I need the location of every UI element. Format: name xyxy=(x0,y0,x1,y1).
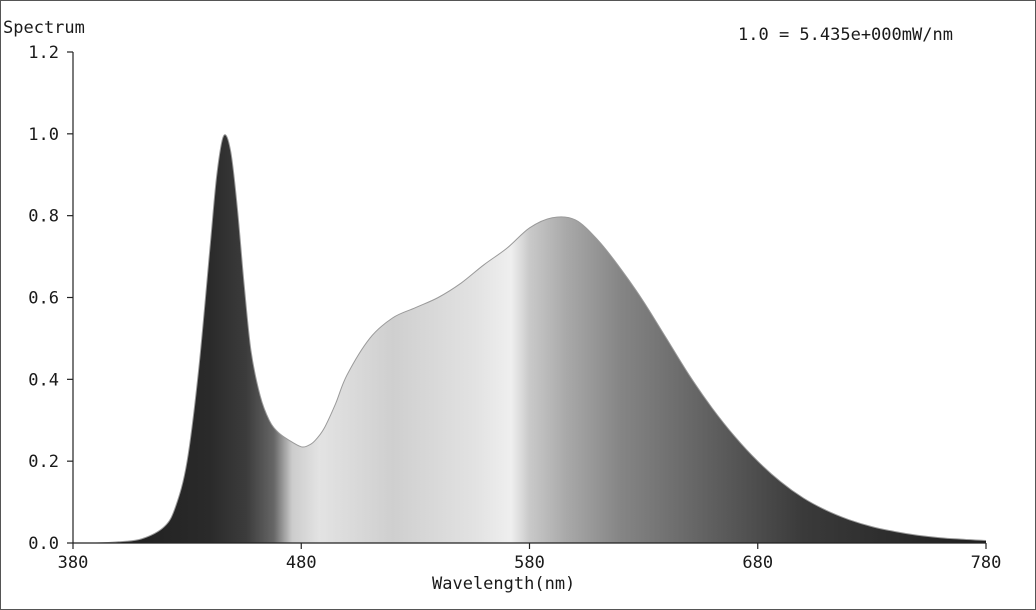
y-tick-label: 0.2 xyxy=(28,452,59,472)
y-tick-label: 0.0 xyxy=(28,534,59,554)
x-tick-label: 580 xyxy=(514,553,545,573)
x-tick-label: 480 xyxy=(286,553,317,573)
spectrum-area xyxy=(73,134,986,543)
x-axis-label: Wavelength(nm) xyxy=(432,574,576,594)
x-tick-label: 380 xyxy=(58,553,89,573)
y-tick-label: 0.8 xyxy=(28,207,59,227)
y-tick-label: 1.0 xyxy=(28,125,59,145)
x-tick-label: 780 xyxy=(971,553,1002,573)
y-tick-label: 0.6 xyxy=(28,289,59,309)
y-axis-label: Spectrum xyxy=(3,18,85,38)
spectrum-curve xyxy=(72,134,987,544)
y-tick-label: 1.2 xyxy=(28,43,59,63)
y-tick-label: 0.4 xyxy=(28,370,59,390)
scale-note: 1.0 = 5.435e+000mW/nm xyxy=(738,25,953,45)
x-tick-label: 680 xyxy=(742,553,773,573)
